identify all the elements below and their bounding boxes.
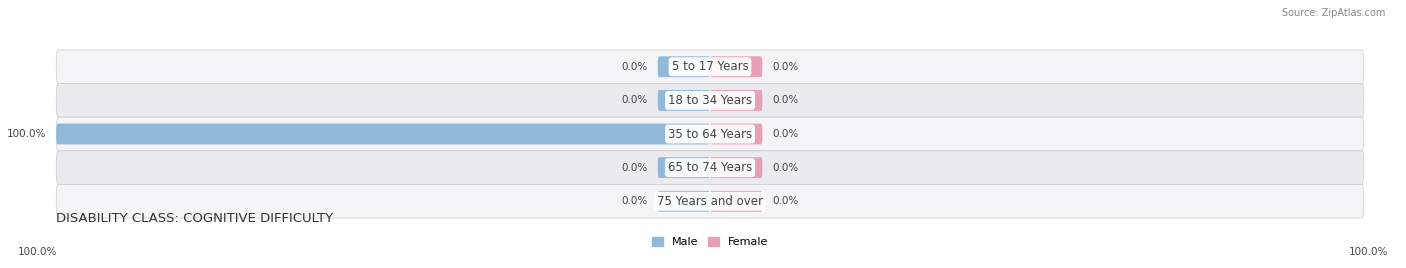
Text: Source: ZipAtlas.com: Source: ZipAtlas.com	[1281, 8, 1385, 18]
FancyBboxPatch shape	[710, 90, 762, 111]
Text: 0.0%: 0.0%	[772, 95, 799, 105]
Text: 18 to 34 Years: 18 to 34 Years	[668, 94, 752, 107]
FancyBboxPatch shape	[710, 124, 762, 144]
FancyBboxPatch shape	[56, 50, 1364, 84]
FancyBboxPatch shape	[710, 191, 762, 212]
Text: 35 to 64 Years: 35 to 64 Years	[668, 128, 752, 140]
Text: 100.0%: 100.0%	[18, 247, 58, 257]
Text: 0.0%: 0.0%	[621, 196, 648, 206]
Text: 75 Years and over: 75 Years and over	[657, 195, 763, 208]
FancyBboxPatch shape	[56, 117, 1364, 151]
Text: 0.0%: 0.0%	[621, 163, 648, 173]
FancyBboxPatch shape	[710, 157, 762, 178]
Text: 65 to 74 Years: 65 to 74 Years	[668, 161, 752, 174]
FancyBboxPatch shape	[56, 151, 1364, 184]
FancyBboxPatch shape	[658, 191, 710, 212]
Text: DISABILITY CLASS: COGNITIVE DIFFICULTY: DISABILITY CLASS: COGNITIVE DIFFICULTY	[56, 212, 333, 225]
Text: 100.0%: 100.0%	[7, 129, 46, 139]
FancyBboxPatch shape	[56, 124, 710, 144]
Text: 0.0%: 0.0%	[772, 196, 799, 206]
FancyBboxPatch shape	[710, 56, 762, 77]
FancyBboxPatch shape	[658, 56, 710, 77]
Text: 100.0%: 100.0%	[1348, 247, 1388, 257]
Text: 0.0%: 0.0%	[621, 95, 648, 105]
Legend: Male, Female: Male, Female	[648, 233, 772, 252]
Text: 0.0%: 0.0%	[772, 62, 799, 72]
FancyBboxPatch shape	[658, 157, 710, 178]
FancyBboxPatch shape	[56, 184, 1364, 218]
Text: 0.0%: 0.0%	[621, 62, 648, 72]
Text: 5 to 17 Years: 5 to 17 Years	[672, 60, 748, 73]
Text: 0.0%: 0.0%	[772, 129, 799, 139]
FancyBboxPatch shape	[56, 84, 1364, 117]
FancyBboxPatch shape	[658, 90, 710, 111]
Text: 0.0%: 0.0%	[772, 163, 799, 173]
